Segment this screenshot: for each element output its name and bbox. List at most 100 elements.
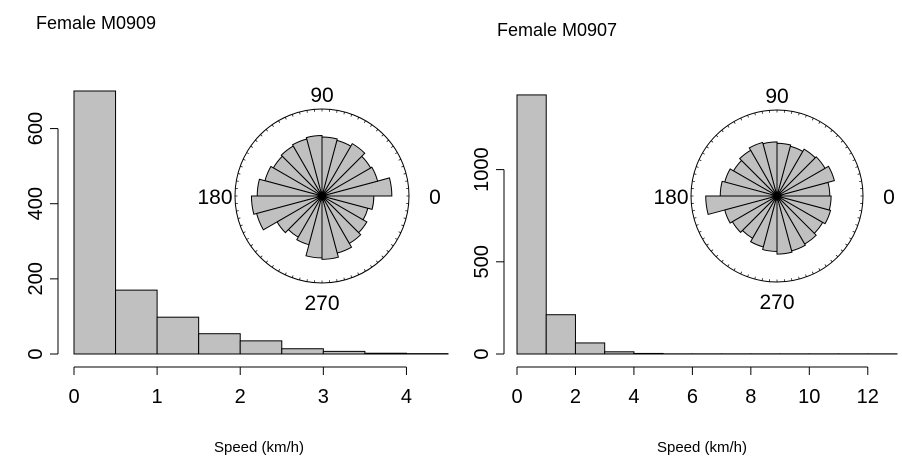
rose-tick bbox=[830, 259, 833, 263]
rose-tick bbox=[246, 237, 249, 240]
rose-diagram: 0 90 180 270 bbox=[197, 84, 440, 315]
rose-tick bbox=[370, 124, 373, 127]
rose-tick bbox=[271, 265, 274, 268]
rose-tick bbox=[830, 129, 833, 133]
rose-tick bbox=[754, 276, 756, 280]
rose-tick bbox=[246, 152, 249, 155]
rose-tick bbox=[845, 146, 848, 149]
histogram-bar bbox=[322, 350, 366, 355]
rose-label-south: 270 bbox=[759, 291, 794, 314]
y-tick-label: 500 bbox=[471, 245, 493, 278]
rose-tick bbox=[798, 112, 800, 116]
rose-label-north: 90 bbox=[310, 84, 333, 107]
rose-sector bbox=[321, 142, 366, 197]
rose-tick bbox=[727, 125, 730, 128]
x-tick-label: 0 bbox=[511, 386, 522, 408]
rose-tick bbox=[698, 159, 702, 162]
x-tick-label: 1 bbox=[152, 386, 163, 408]
rose-tick bbox=[733, 268, 736, 271]
rose-tick bbox=[857, 173, 861, 175]
rose-tick bbox=[702, 237, 705, 240]
rose-label-east: 0 bbox=[883, 186, 895, 209]
rose-tick bbox=[818, 121, 821, 124]
rose-tick bbox=[350, 275, 353, 278]
rose-tick bbox=[343, 111, 345, 115]
rose-tick bbox=[250, 145, 253, 148]
rose-tick bbox=[391, 244, 394, 247]
y-tick-label: 200 bbox=[25, 262, 47, 295]
rose-tick bbox=[363, 120, 366, 123]
rose-tick bbox=[284, 117, 287, 120]
rose-sector bbox=[748, 141, 778, 197]
rose-sector bbox=[321, 166, 379, 197]
rose-tick bbox=[721, 259, 724, 263]
rose-tick bbox=[693, 173, 697, 175]
x-tick-label: 0 bbox=[68, 386, 79, 408]
rose-tick bbox=[395, 152, 398, 155]
rose-tick bbox=[376, 129, 379, 132]
rose-tick bbox=[857, 217, 861, 219]
rose-tick bbox=[693, 217, 697, 219]
rose-tick bbox=[811, 117, 814, 121]
rose-tick bbox=[398, 231, 401, 234]
rose-sector bbox=[731, 195, 778, 234]
rose-tick bbox=[398, 158, 401, 161]
x-tick-label: 3 bbox=[318, 386, 329, 408]
rose-tick bbox=[805, 115, 807, 118]
rose-tick bbox=[381, 255, 384, 258]
rose-tick bbox=[740, 271, 743, 275]
rose-tick bbox=[698, 230, 702, 233]
x-tick-label: 6 bbox=[687, 386, 698, 408]
rose-sector bbox=[776, 195, 832, 225]
rose-tick bbox=[291, 275, 294, 278]
chart-title: Female M0909 bbox=[36, 13, 156, 33]
rose-tick bbox=[747, 115, 749, 118]
rose-tick bbox=[811, 271, 814, 275]
histogram-panel-m0907: Female M0907 0 2 4 6 8 10 12 0 500 1000 Speed (km/h… bbox=[471, 20, 898, 456]
histogram-bar bbox=[574, 342, 606, 355]
rose-tick bbox=[852, 159, 856, 162]
rose-sector bbox=[321, 195, 368, 234]
rose-label-north: 90 bbox=[765, 85, 788, 108]
rose-label-west: 180 bbox=[197, 186, 232, 209]
rose-tick bbox=[395, 237, 398, 240]
rose-tick bbox=[855, 224, 858, 226]
rose-tick bbox=[357, 272, 360, 275]
rose-tick bbox=[363, 269, 366, 272]
x-tick-label: 10 bbox=[798, 386, 820, 408]
rose-tick bbox=[255, 250, 258, 253]
x-axis-label: Speed (km/h) bbox=[657, 439, 747, 456]
x-tick-label: 4 bbox=[628, 386, 639, 408]
y-tick-label: 0 bbox=[471, 348, 493, 359]
rose-tick bbox=[271, 124, 274, 127]
x-tick-label: 2 bbox=[570, 386, 581, 408]
rose-sector bbox=[776, 148, 816, 197]
histogram-bar bbox=[198, 333, 241, 355]
rose-tick bbox=[386, 139, 389, 142]
histogram-bar bbox=[604, 351, 635, 355]
rose-sector bbox=[276, 195, 323, 234]
histogram-bar bbox=[364, 352, 407, 355]
rose-tick bbox=[278, 120, 281, 123]
rose-tick bbox=[243, 231, 246, 234]
rose-tick bbox=[840, 140, 844, 143]
histogram-bar bbox=[281, 348, 324, 355]
x-axis-label: Speed (km/h) bbox=[214, 439, 304, 456]
rose-sector bbox=[321, 195, 353, 254]
rose-sector bbox=[724, 195, 778, 224]
rose-tick bbox=[240, 165, 243, 168]
rose-sector bbox=[776, 156, 826, 197]
rose-tick bbox=[376, 260, 379, 263]
rose-tick bbox=[278, 269, 281, 272]
rose-sector bbox=[321, 195, 362, 245]
rose-sector bbox=[256, 195, 323, 231]
rose-sector bbox=[280, 145, 323, 197]
rose-tick bbox=[299, 277, 301, 281]
rose-tick bbox=[370, 265, 373, 268]
rose-tick bbox=[243, 158, 246, 161]
rose-tick bbox=[754, 112, 756, 116]
rose-sector bbox=[776, 195, 817, 245]
rose-tick bbox=[740, 117, 743, 121]
rose-tick bbox=[381, 134, 384, 137]
rose-tick bbox=[702, 152, 705, 155]
